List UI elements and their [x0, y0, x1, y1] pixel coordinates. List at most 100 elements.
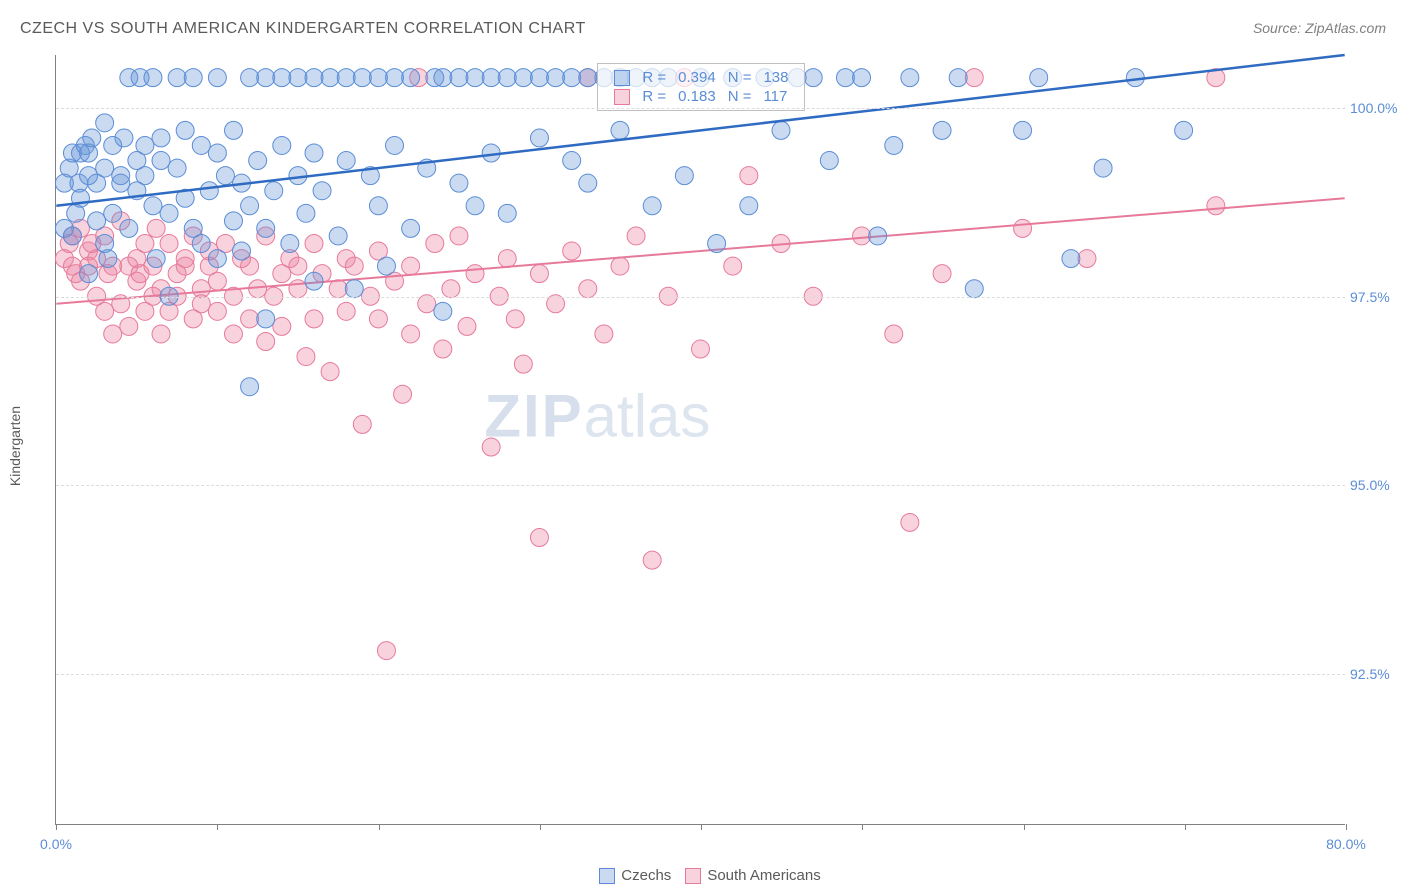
scatter-point-south-american[interactable]: [136, 234, 154, 252]
scatter-point-south-american[interactable]: [1014, 219, 1032, 237]
scatter-point-south-american[interactable]: [643, 551, 661, 569]
scatter-point-czech[interactable]: [273, 69, 291, 87]
scatter-point-czech[interactable]: [144, 69, 162, 87]
scatter-point-south-american[interactable]: [498, 250, 516, 268]
scatter-point-south-american[interactable]: [176, 257, 194, 275]
scatter-point-czech[interactable]: [772, 121, 790, 139]
scatter-point-south-american[interactable]: [885, 325, 903, 343]
scatter-point-czech[interactable]: [1014, 121, 1032, 139]
scatter-point-czech[interactable]: [208, 144, 226, 162]
scatter-point-south-american[interactable]: [241, 310, 259, 328]
scatter-point-czech[interactable]: [257, 219, 275, 237]
scatter-point-south-american[interactable]: [160, 234, 178, 252]
scatter-point-south-american[interactable]: [426, 234, 444, 252]
scatter-point-south-american[interactable]: [579, 280, 597, 298]
scatter-point-czech[interactable]: [147, 250, 165, 268]
scatter-point-czech[interactable]: [579, 174, 597, 192]
scatter-point-south-american[interactable]: [152, 325, 170, 343]
scatter-point-czech[interactable]: [611, 121, 629, 139]
scatter-point-czech[interactable]: [112, 174, 130, 192]
scatter-point-south-american[interactable]: [402, 257, 420, 275]
scatter-point-czech[interactable]: [297, 204, 315, 222]
scatter-point-czech[interactable]: [83, 129, 101, 147]
scatter-point-czech[interactable]: [498, 204, 516, 222]
scatter-point-south-american[interactable]: [377, 642, 395, 660]
scatter-point-czech[interactable]: [233, 242, 251, 260]
scatter-point-south-american[interactable]: [329, 280, 347, 298]
scatter-point-czech[interactable]: [216, 167, 234, 185]
scatter-point-south-american[interactable]: [611, 257, 629, 275]
scatter-point-czech[interactable]: [1062, 250, 1080, 268]
scatter-point-south-american[interactable]: [353, 415, 371, 433]
scatter-point-czech[interactable]: [104, 204, 122, 222]
scatter-point-czech[interactable]: [192, 136, 210, 154]
scatter-point-czech[interactable]: [434, 69, 452, 87]
legend-series-label[interactable]: South Americans: [707, 867, 820, 884]
scatter-point-czech[interactable]: [901, 69, 919, 87]
scatter-point-south-american[interactable]: [434, 340, 452, 358]
scatter-point-czech[interactable]: [386, 136, 404, 154]
scatter-point-south-american[interactable]: [273, 317, 291, 335]
scatter-point-south-american[interactable]: [724, 257, 742, 275]
scatter-point-czech[interactable]: [836, 69, 854, 87]
scatter-point-south-american[interactable]: [321, 363, 339, 381]
scatter-point-south-american[interactable]: [563, 242, 581, 260]
scatter-point-czech[interactable]: [353, 69, 371, 87]
scatter-point-south-american[interactable]: [147, 219, 165, 237]
scatter-point-czech[interactable]: [933, 121, 951, 139]
scatter-point-south-american[interactable]: [402, 325, 420, 343]
scatter-point-czech[interactable]: [305, 69, 323, 87]
scatter-point-czech[interactable]: [241, 378, 259, 396]
scatter-point-czech[interactable]: [152, 152, 170, 170]
scatter-point-czech[interactable]: [804, 69, 822, 87]
scatter-point-south-american[interactable]: [208, 302, 226, 320]
scatter-point-south-american[interactable]: [965, 69, 983, 87]
scatter-point-south-american[interactable]: [297, 348, 315, 366]
scatter-point-czech[interactable]: [377, 257, 395, 275]
scatter-point-south-american[interactable]: [305, 310, 323, 328]
scatter-point-south-american[interactable]: [289, 280, 307, 298]
scatter-point-south-american[interactable]: [442, 280, 460, 298]
scatter-point-south-american[interactable]: [627, 227, 645, 245]
scatter-point-czech[interactable]: [369, 197, 387, 215]
scatter-point-south-american[interactable]: [514, 355, 532, 373]
scatter-point-czech[interactable]: [530, 129, 548, 147]
scatter-point-south-american[interactable]: [208, 272, 226, 290]
scatter-point-czech[interactable]: [563, 69, 581, 87]
scatter-point-czech[interactable]: [466, 69, 484, 87]
scatter-point-south-american[interactable]: [337, 302, 355, 320]
scatter-point-czech[interactable]: [402, 69, 420, 87]
scatter-point-czech[interactable]: [80, 265, 98, 283]
scatter-point-south-american[interactable]: [458, 317, 476, 335]
scatter-point-czech[interactable]: [63, 227, 81, 245]
scatter-point-czech[interactable]: [530, 69, 548, 87]
scatter-point-czech[interactable]: [224, 212, 242, 230]
scatter-point-czech[interactable]: [208, 250, 226, 268]
scatter-point-czech[interactable]: [853, 69, 871, 87]
scatter-point-czech[interactable]: [96, 159, 114, 177]
scatter-point-czech[interactable]: [498, 69, 516, 87]
scatter-point-czech[interactable]: [740, 197, 758, 215]
scatter-point-south-american[interactable]: [96, 302, 114, 320]
scatter-point-czech[interactable]: [402, 219, 420, 237]
scatter-point-czech[interactable]: [708, 234, 726, 252]
scatter-point-czech[interactable]: [168, 159, 186, 177]
scatter-point-south-american[interactable]: [506, 310, 524, 328]
scatter-point-south-american[interactable]: [595, 325, 613, 343]
scatter-point-czech[interactable]: [96, 114, 114, 132]
scatter-point-czech[interactable]: [257, 69, 275, 87]
scatter-point-czech[interactable]: [643, 197, 661, 215]
scatter-point-czech[interactable]: [289, 69, 307, 87]
scatter-point-czech[interactable]: [1094, 159, 1112, 177]
scatter-point-south-american[interactable]: [224, 325, 242, 343]
scatter-point-czech[interactable]: [1030, 69, 1048, 87]
scatter-point-czech[interactable]: [144, 197, 162, 215]
scatter-point-south-american[interactable]: [853, 227, 871, 245]
scatter-point-czech[interactable]: [241, 197, 259, 215]
scatter-point-czech[interactable]: [820, 152, 838, 170]
scatter-point-czech[interactable]: [152, 129, 170, 147]
scatter-point-czech[interactable]: [965, 280, 983, 298]
scatter-point-south-american[interactable]: [305, 234, 323, 252]
scatter-point-czech[interactable]: [257, 310, 275, 328]
scatter-point-czech[interactable]: [345, 280, 363, 298]
